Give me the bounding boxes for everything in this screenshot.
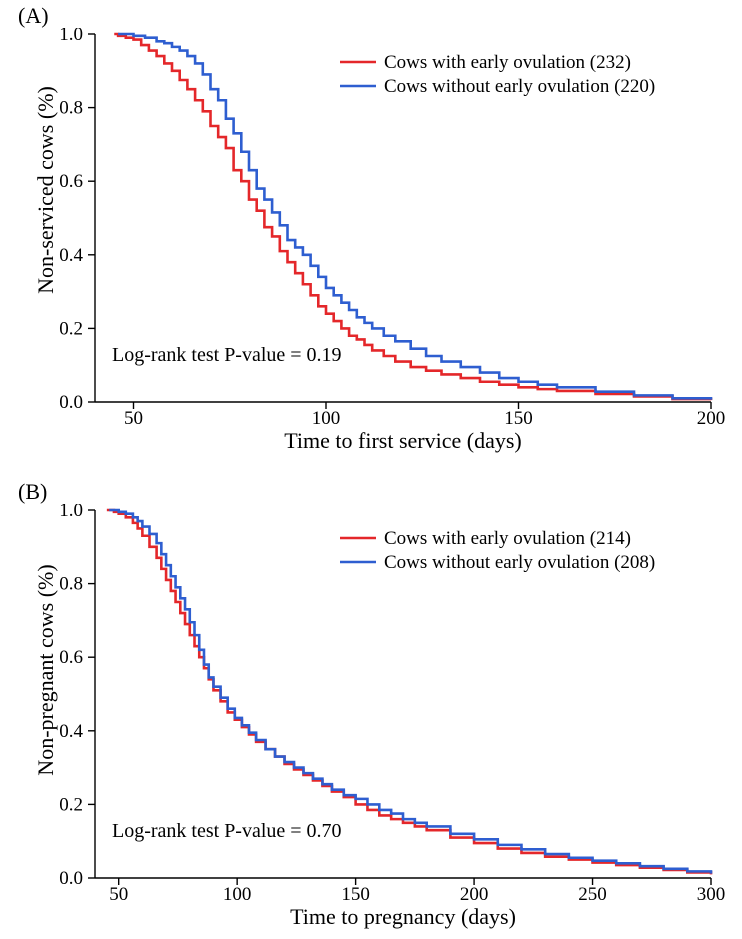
svg-text:100: 100 bbox=[312, 408, 341, 429]
svg-text:250: 250 bbox=[578, 884, 607, 905]
svg-text:50: 50 bbox=[109, 884, 128, 905]
svg-text:0.0: 0.0 bbox=[59, 868, 83, 884]
panel-a-ytick-labels: 0.0 0.2 0.4 0.6 0.8 1.0 bbox=[0, 28, 95, 408]
svg-text:200: 200 bbox=[460, 884, 489, 905]
panel-a-xlabel: Time to first service (days) bbox=[95, 428, 711, 454]
svg-text:0.4: 0.4 bbox=[59, 721, 83, 742]
svg-text:0.2: 0.2 bbox=[59, 318, 83, 339]
panel-b-legend: Cows with early ovulation (214) Cows with… bbox=[340, 524, 700, 574]
figure-root: (A) Non-serviced cows (%) 50100150200 0.… bbox=[0, 0, 742, 939]
svg-text:Cows without early ovulation (: Cows without early ovulation (208) bbox=[384, 552, 655, 573]
svg-text:0.6: 0.6 bbox=[59, 171, 83, 192]
svg-text:Cows with early ovulation (232: Cows with early ovulation (232) bbox=[384, 52, 631, 73]
svg-text:200: 200 bbox=[697, 408, 726, 429]
panel-a-legend: Cows with early ovulation (232) Cows with… bbox=[340, 48, 700, 98]
panel-a-annotation: Log-rank test P-value = 0.19 bbox=[112, 344, 342, 367]
svg-text:150: 150 bbox=[341, 884, 370, 905]
panel-b-label: (B) bbox=[18, 479, 47, 505]
svg-text:Cows with early ovulation (214: Cows with early ovulation (214) bbox=[384, 528, 631, 549]
svg-text:150: 150 bbox=[504, 408, 533, 429]
svg-text:0.0: 0.0 bbox=[59, 392, 83, 408]
panel-b-annotation: Log-rank test P-value = 0.70 bbox=[112, 820, 342, 843]
panel-a-label: (A) bbox=[18, 3, 49, 29]
svg-text:1.0: 1.0 bbox=[59, 504, 83, 521]
svg-text:0.8: 0.8 bbox=[59, 574, 83, 595]
svg-text:100: 100 bbox=[223, 884, 252, 905]
svg-text:0.6: 0.6 bbox=[59, 647, 83, 668]
svg-text:0.8: 0.8 bbox=[59, 98, 83, 119]
svg-text:Cows without early ovulation (: Cows without early ovulation (220) bbox=[384, 76, 655, 97]
svg-text:0.2: 0.2 bbox=[59, 794, 83, 815]
panel-b-ytick-labels: 0.0 0.2 0.4 0.6 0.8 1.0 bbox=[0, 504, 95, 884]
svg-text:50: 50 bbox=[124, 408, 143, 429]
panel-b-xlabel: Time to pregnancy (days) bbox=[95, 904, 711, 930]
svg-text:300: 300 bbox=[697, 884, 726, 905]
svg-text:1.0: 1.0 bbox=[59, 28, 83, 45]
svg-text:0.4: 0.4 bbox=[59, 245, 83, 266]
